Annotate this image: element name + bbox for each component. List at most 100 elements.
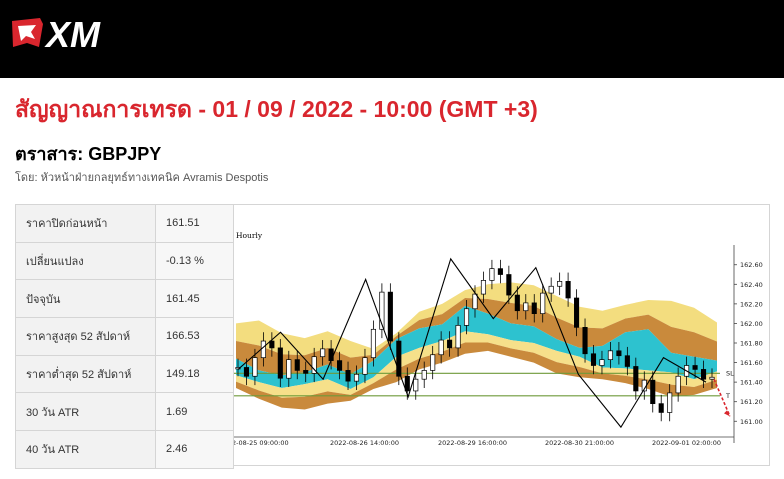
- time-tick-label: 2022-08-30 21:00:00: [545, 439, 614, 447]
- stats-label: ปัจจุบัน: [15, 279, 156, 319]
- price-tick-label: 161.00: [740, 418, 763, 426]
- time-tick-label: 2-08-25 09:00:00: [234, 439, 289, 447]
- candle-body: [303, 370, 309, 374]
- candle-body: [286, 359, 292, 379]
- candle-body: [379, 291, 385, 330]
- candle-body: [574, 297, 580, 328]
- candle-body: [480, 280, 487, 295]
- candle-body: [675, 375, 681, 394]
- stats-value: 161.51: [155, 204, 234, 243]
- candle-body: [700, 369, 707, 380]
- price-chart[interactable]: Hourly SL T 162.60 162.40 162.20 162.00 161.80…: [234, 205, 770, 467]
- chart-timeframe-label: Hourly: [236, 231, 263, 240]
- candle-body: [633, 366, 639, 392]
- xm-logo-text: XM: [44, 14, 101, 52]
- page-title: สัญญาณการเทรด - 01 / 09 / 2022 - 10:00 (…: [15, 96, 538, 122]
- price-tick-label: 161.40: [740, 379, 763, 387]
- upper-band-inner: [236, 298, 717, 376]
- candle-body: [599, 359, 605, 366]
- candle-body: [404, 375, 410, 392]
- candle-body: [463, 308, 470, 326]
- level-label-t: T: [725, 392, 730, 400]
- candle-body: [396, 340, 402, 377]
- candle-body: [565, 281, 571, 299]
- lower-band-inner: [236, 331, 717, 398]
- xm-logo[interactable]: XM: [10, 14, 134, 52]
- candle-body: [506, 274, 512, 296]
- stats-row: ราคาสูงสุด 52 สัปดาห์ 166.53: [15, 317, 234, 356]
- zigzag-line: [237, 257, 707, 429]
- stats-row: ปัจจุบัน 161.45: [15, 279, 234, 319]
- candle-body: [472, 293, 478, 310]
- forecast-arrow: [713, 378, 731, 417]
- stats-label: เปลี่ยนแปลง: [15, 241, 156, 281]
- candle-body: [709, 376, 715, 380]
- candle-body: [582, 326, 588, 355]
- stats-row: 40 วัน ATR 2.46: [15, 430, 234, 469]
- price-tick-label: 161.60: [740, 359, 763, 367]
- stats-table: ราคาปิดก่อนหน้า 161.51 เปลี่ยนแปลง -0.13 %…: [15, 204, 234, 469]
- candle-body: [667, 392, 673, 413]
- candle-body: [447, 339, 453, 349]
- candle-body: [413, 378, 419, 392]
- candle-body: [370, 328, 376, 359]
- candle-body: [269, 340, 275, 349]
- candle-body: [523, 302, 529, 312]
- candle-body: [277, 347, 283, 379]
- stats-value: 149.18: [155, 354, 234, 394]
- stats-value: 166.53: [155, 317, 234, 356]
- stats-value: 1.69: [155, 392, 234, 432]
- candle-body: [387, 291, 393, 342]
- stats-row: เปลี่ยนแปลง -0.13 %: [15, 241, 234, 281]
- stats-label: 30 วัน ATR: [15, 392, 156, 432]
- time-tick-label: 2022-08-29 16:00:00: [438, 439, 507, 447]
- candle-body: [353, 373, 360, 382]
- instrument-title: ตราสาร: GBPJPY: [15, 144, 162, 164]
- stats-row: ราคาต่ำสุด 52 สัปดาห์ 149.18: [15, 354, 234, 394]
- candle-body: [260, 340, 266, 359]
- candle-body: [345, 370, 351, 382]
- candle-body: [421, 370, 427, 380]
- candle-body: [311, 356, 317, 374]
- price-tick-label: 162.00: [740, 320, 763, 328]
- candle-body: [557, 281, 563, 287]
- stats-label: ราคาสูงสุด 52 สัปดาห์: [15, 317, 156, 356]
- stats-label: ราคาต่ำสุด 52 สัปดาห์: [15, 354, 156, 394]
- price-tick-label: 162.20: [740, 300, 763, 308]
- stats-label: 40 วัน ATR: [15, 430, 156, 469]
- candle-body: [514, 294, 520, 312]
- price-tick-label: 162.40: [740, 281, 763, 289]
- candle-body: [692, 365, 698, 370]
- candle-body: [624, 355, 630, 367]
- candle-body: [438, 339, 444, 356]
- candle-body: [337, 360, 343, 371]
- stats-value: -0.13 %: [155, 241, 234, 281]
- candle-body: [294, 359, 300, 371]
- level-label-sl: SL: [726, 369, 734, 377]
- lower-band-outer: [236, 342, 717, 410]
- forecast-arrowhead: [724, 410, 730, 417]
- candle-body: [252, 357, 258, 377]
- time-tick-label: 2022-08-26 14:00:00: [330, 439, 399, 447]
- candle-body: [658, 403, 664, 413]
- candle-body: [362, 357, 368, 375]
- price-chart-panel: Hourly SL T 162.60 162.40 162.20 162.00 161.80…: [234, 204, 770, 466]
- time-tick-label: 2022-09-01 02:00:00: [652, 439, 721, 447]
- candle-body: [540, 292, 546, 315]
- author-byline: โดย: หัวหน้าฝ่ายกลยุทธ์ทางเทคนิค Avramis…: [15, 172, 269, 184]
- price-tick-label: 161.20: [740, 398, 763, 406]
- stats-value: 161.45: [155, 279, 234, 319]
- stats-row: 30 วัน ATR 1.69: [15, 392, 234, 432]
- candle-body: [590, 353, 597, 366]
- price-tick-label: 162.60: [740, 261, 763, 269]
- candle-body: [430, 354, 436, 371]
- candle-body: [497, 268, 503, 275]
- price-tick-label: 161.80: [740, 340, 763, 348]
- stats-label: ราคาปิดก่อนหน้า: [15, 204, 156, 243]
- candle-body: [616, 350, 622, 357]
- candle-body: [548, 285, 554, 294]
- stats-row: ราคาปิดก่อนหน้า 161.51: [15, 204, 234, 243]
- candle-body: [455, 325, 461, 349]
- candle-body: [489, 268, 495, 281]
- candle-body: [531, 302, 537, 315]
